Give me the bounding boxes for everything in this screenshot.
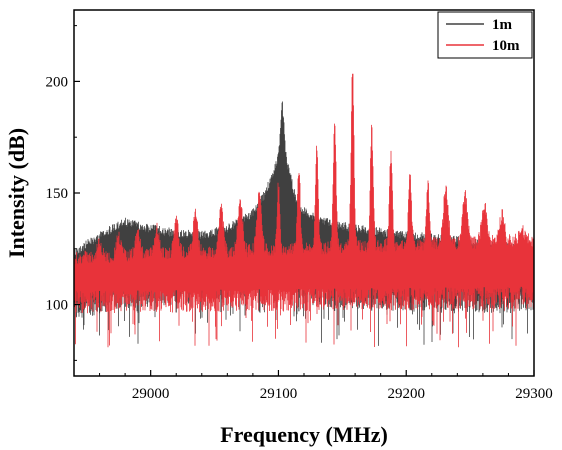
series-10m-trace	[74, 73, 534, 348]
x-tick-label: 29300	[515, 386, 553, 402]
y-tick-label: 200	[46, 74, 69, 90]
legend-box	[437, 11, 533, 59]
x-tick-label: 29100	[260, 386, 298, 402]
data-layer	[74, 73, 534, 348]
legend: 1m 10m	[437, 11, 533, 59]
y-axis-title: Intensity (dB)	[4, 128, 29, 258]
x-tick-label: 29200	[387, 386, 425, 402]
legend-label-1m: 1m	[492, 17, 513, 33]
y-tick-label: 150	[46, 186, 69, 202]
tick-layer: 29000 29100 29200 29300 100 150 200	[46, 25, 553, 402]
x-tick-label: 29000	[132, 386, 170, 402]
legend-label-10m: 10m	[492, 38, 520, 54]
y-tick-label: 100	[46, 298, 69, 314]
x-axis-title: Frequency (MHz)	[220, 422, 388, 447]
